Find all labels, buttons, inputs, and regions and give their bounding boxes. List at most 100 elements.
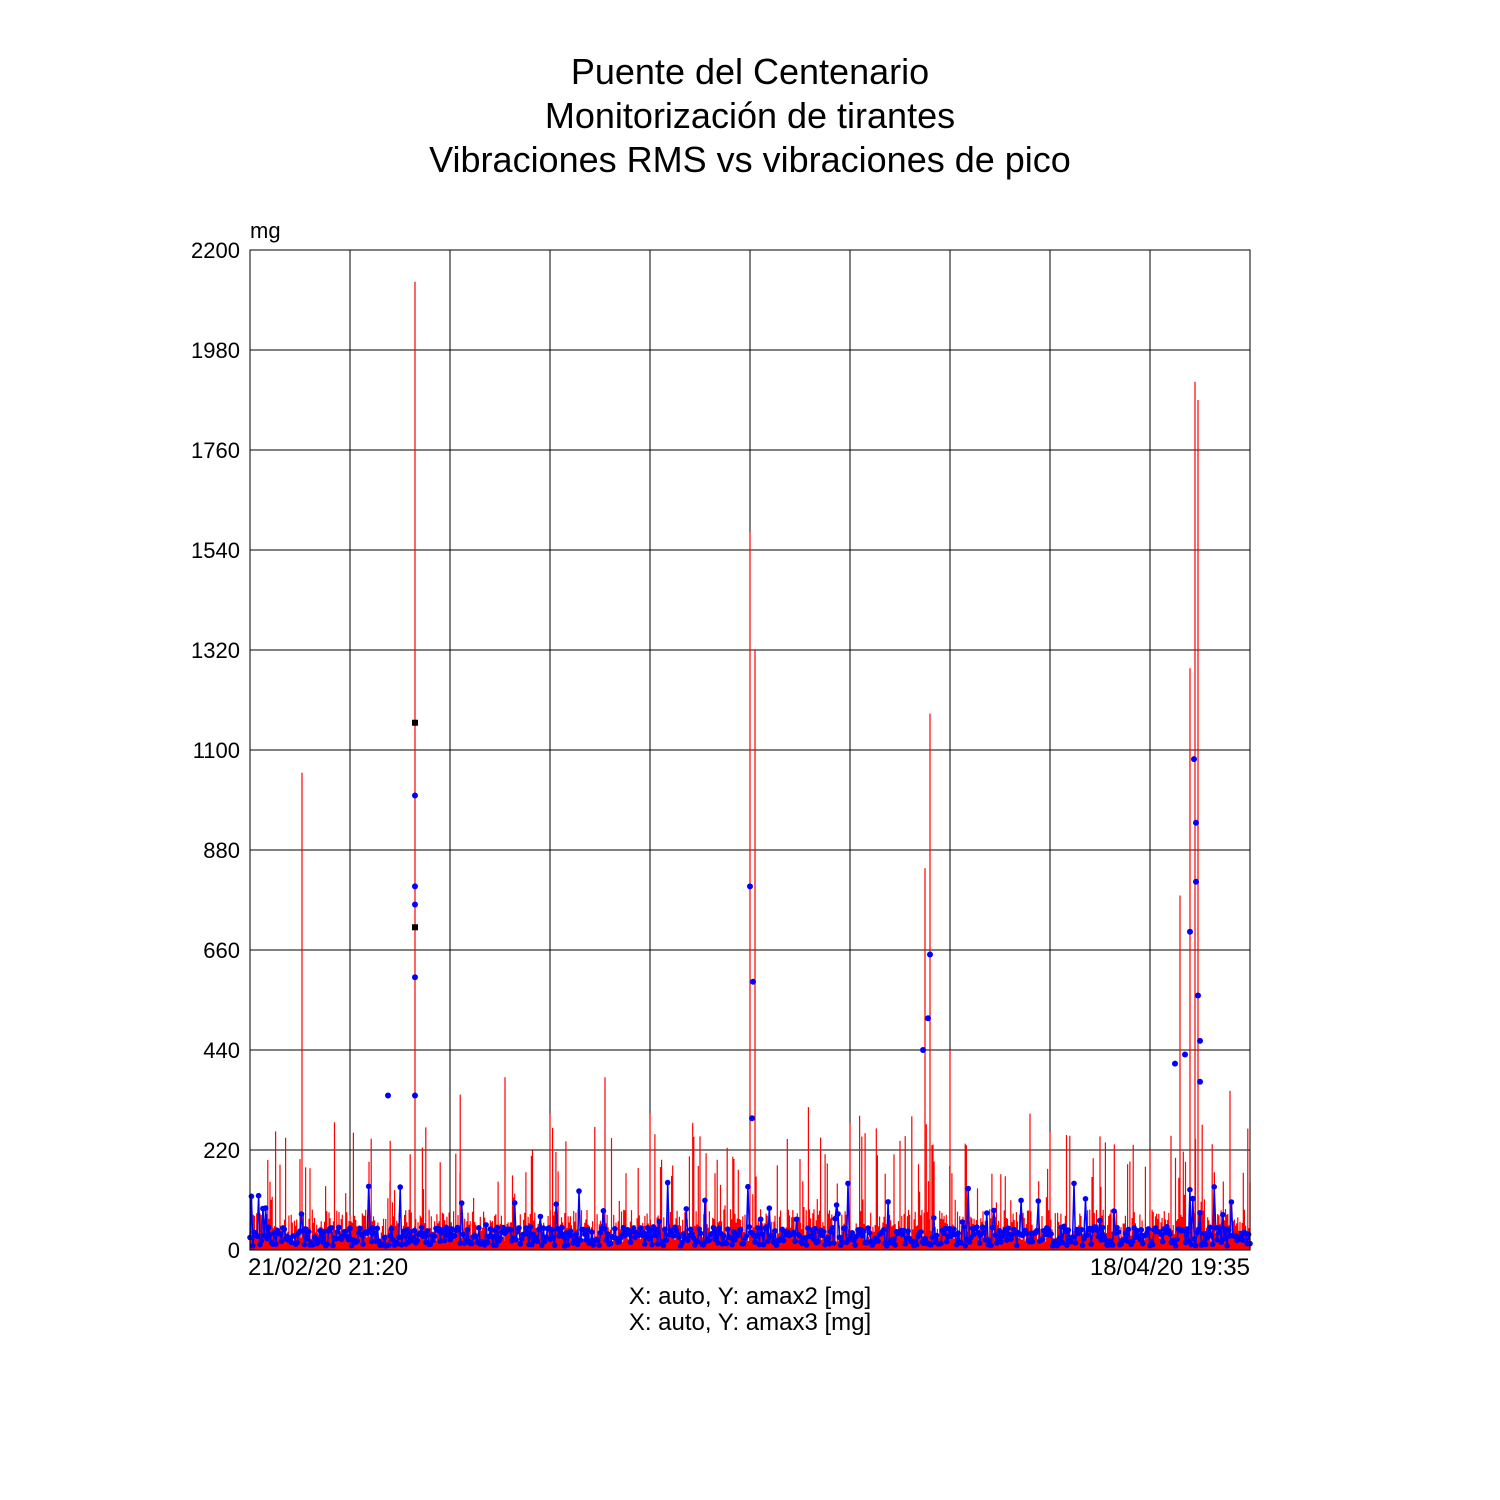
amax3-point [1082, 1196, 1089, 1202]
amax3-point [941, 1230, 947, 1236]
amax3-point [1129, 1238, 1136, 1245]
amax3-point [846, 1236, 853, 1243]
amax3-point [489, 1233, 495, 1240]
amax3-point [1224, 1243, 1230, 1249]
amax3-point [1190, 1195, 1196, 1202]
amax3-point [620, 1224, 627, 1231]
amax3-point [891, 1236, 897, 1242]
amax3-point [815, 1238, 821, 1245]
amax3-point [250, 1243, 256, 1249]
amax3-point [577, 1237, 584, 1243]
amax3-peak-point [750, 978, 756, 985]
y-tick-label: 660 [203, 938, 240, 963]
amax3-point [746, 1224, 753, 1230]
amax3-point [396, 1234, 402, 1240]
amax3-point [745, 1183, 751, 1190]
amax3-point [1055, 1241, 1062, 1248]
amax3-point [942, 1225, 949, 1232]
amax3-point [715, 1240, 721, 1246]
amax3-point [1056, 1235, 1063, 1241]
amax3-point [627, 1239, 634, 1246]
amax3-point [523, 1225, 529, 1231]
amax3-point [517, 1241, 524, 1247]
amax3-point [317, 1227, 323, 1234]
amax3-peak-point [927, 951, 933, 958]
amax3-point [735, 1232, 741, 1239]
amax3-point [567, 1228, 574, 1234]
amax3-point [418, 1224, 425, 1231]
amax3-point [600, 1208, 607, 1214]
amax3-point [991, 1207, 997, 1214]
amax3-point [799, 1240, 805, 1247]
amax3-point [996, 1227, 1003, 1234]
amax3-point [553, 1201, 559, 1207]
amax3-peak-point [1172, 1060, 1178, 1067]
amax3-point [305, 1228, 312, 1235]
amax3-point [328, 1225, 335, 1231]
amax3-point [959, 1219, 966, 1225]
amax3-point [457, 1240, 464, 1246]
amax3-point [1172, 1243, 1179, 1249]
amax3-peak-point [920, 1047, 926, 1053]
amax3-point [656, 1218, 662, 1225]
legend-series-amax3: X: auto, Y: amax3 [mg] [628, 1309, 872, 1336]
amax3-point [519, 1236, 525, 1242]
amax3-point [1071, 1180, 1077, 1187]
amax3-point [646, 1236, 652, 1242]
amax3-point [529, 1241, 535, 1248]
amax3-point [550, 1235, 557, 1241]
amax3-point [487, 1226, 494, 1232]
amax3-point [1084, 1232, 1090, 1238]
amax3-point [335, 1224, 342, 1231]
amax3-point [679, 1240, 685, 1246]
amax3-point [1014, 1242, 1020, 1249]
amax3-point [1228, 1199, 1235, 1205]
amax3-point [543, 1234, 549, 1240]
amax3-point [539, 1242, 545, 1249]
outlier-marker [412, 924, 418, 931]
amax3-point [456, 1226, 462, 1232]
amax3-point [398, 1242, 405, 1248]
amax3-point [1061, 1223, 1067, 1230]
x-axis-start-label: 21/02/20 21:20 [248, 1254, 409, 1281]
amax3-point [830, 1240, 837, 1246]
amax3-point [330, 1242, 336, 1249]
amax3-point [965, 1185, 971, 1192]
amax3-point [982, 1237, 989, 1243]
amax3-point [1111, 1208, 1117, 1214]
amax3-point [1188, 1241, 1195, 1248]
amax3-point [649, 1241, 655, 1248]
amax3-point [584, 1226, 591, 1233]
amax3-point [875, 1238, 881, 1244]
amax3-point [825, 1234, 831, 1241]
amax3-point [732, 1237, 738, 1243]
amax3-point [571, 1237, 578, 1244]
amax3-point [1079, 1242, 1086, 1249]
amax3-point [365, 1183, 372, 1190]
amax3-peak-point [1187, 928, 1193, 935]
amax3-point [310, 1242, 316, 1248]
x-axis-end-label: 18/04/20 19:35 [1089, 1254, 1250, 1281]
amax3-point [458, 1200, 465, 1206]
amax3-point [966, 1239, 973, 1245]
amax3-point [961, 1224, 967, 1230]
amax3-point [710, 1224, 717, 1231]
amax3-point [1029, 1238, 1036, 1245]
amax3-point [414, 1237, 421, 1244]
amax3-point [866, 1230, 873, 1236]
amax3-point [706, 1237, 712, 1244]
amax3-point [371, 1230, 378, 1237]
amax3-point [992, 1232, 999, 1238]
amax3-point [955, 1230, 961, 1236]
amax3-point [1225, 1227, 1232, 1233]
amax3-point [582, 1231, 588, 1238]
amax3-point [695, 1238, 701, 1245]
amax3-point [755, 1225, 761, 1231]
amax3-point [604, 1231, 611, 1237]
amax3-point [881, 1226, 887, 1233]
amax3-point [424, 1228, 431, 1234]
amax3-point [676, 1234, 682, 1241]
amax3-point [1069, 1234, 1076, 1240]
amax3-point [860, 1228, 867, 1235]
amax3-point [248, 1193, 255, 1200]
